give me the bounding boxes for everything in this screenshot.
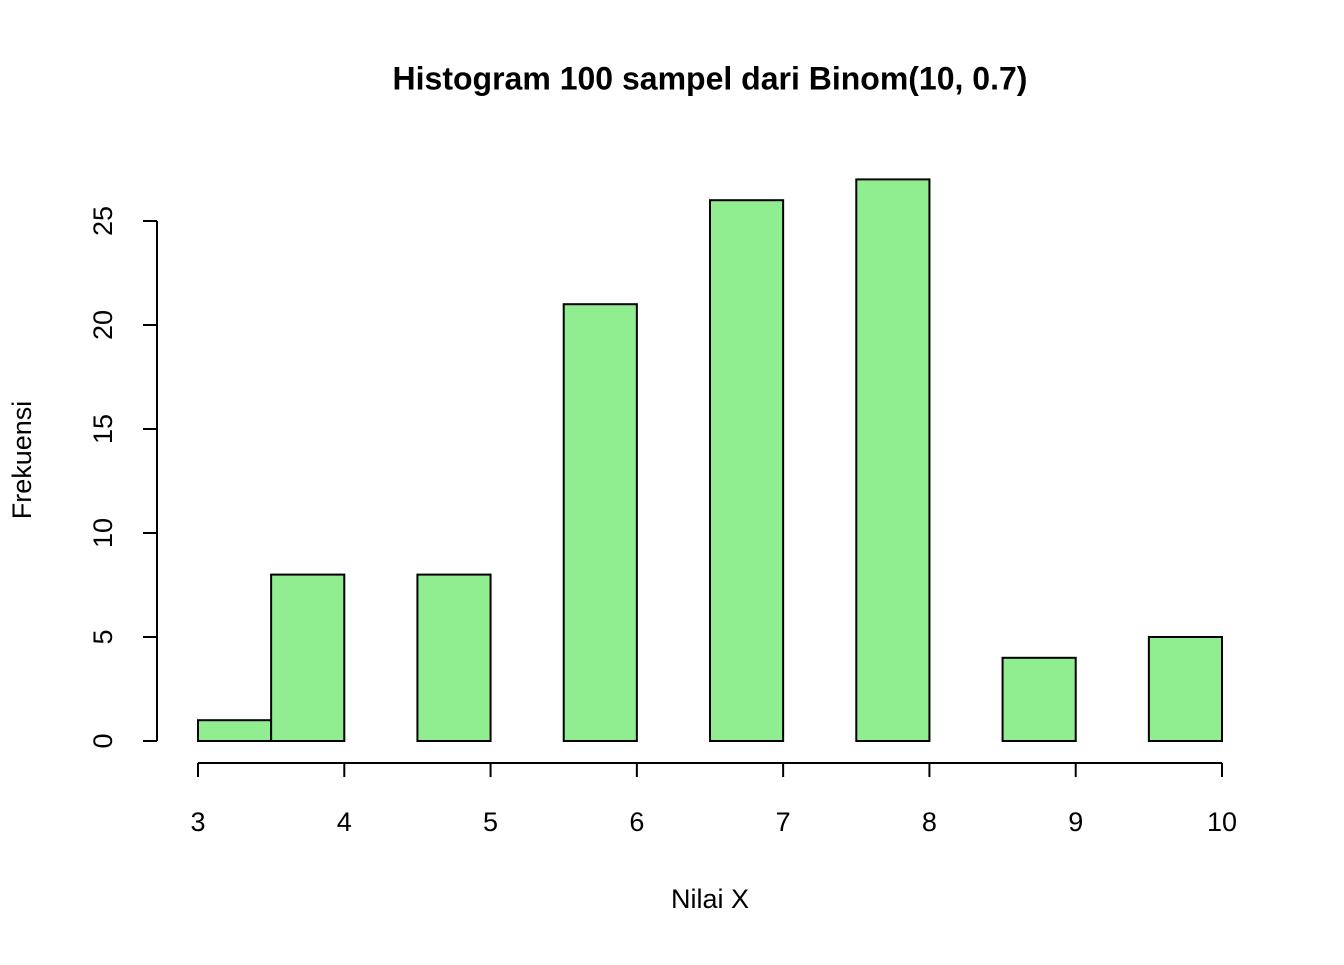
bar — [709, 199, 785, 742]
bar — [1001, 656, 1077, 742]
bar — [416, 573, 492, 742]
y-axis-label: Frekuensi — [7, 401, 37, 520]
chart-title: Histogram 100 sampel dari Binom(10, 0.7) — [393, 60, 1028, 96]
bar — [270, 573, 346, 742]
bar — [197, 719, 273, 743]
bar — [1147, 636, 1224, 742]
y-tick-label: 0 — [88, 733, 118, 748]
bar — [562, 303, 638, 742]
y-tick-label: 20 — [88, 310, 118, 340]
x-tick-label: 4 — [337, 807, 352, 837]
x-tick-label: 5 — [483, 807, 498, 837]
y-tick-label: 15 — [88, 414, 118, 444]
x-axis-label: Nilai X — [671, 884, 749, 914]
y-tick-label: 5 — [88, 629, 118, 644]
x-tick-label: 3 — [190, 807, 205, 837]
x-tick-label: 7 — [776, 807, 791, 837]
x-tick-label: 8 — [922, 807, 937, 837]
y-tick-label: 25 — [88, 206, 118, 236]
y-tick-label: 10 — [88, 518, 118, 548]
bar — [855, 178, 931, 742]
x-tick-label: 6 — [629, 807, 644, 837]
x-tick-label: 9 — [1068, 807, 1083, 837]
x-tick-label: 10 — [1207, 807, 1237, 837]
